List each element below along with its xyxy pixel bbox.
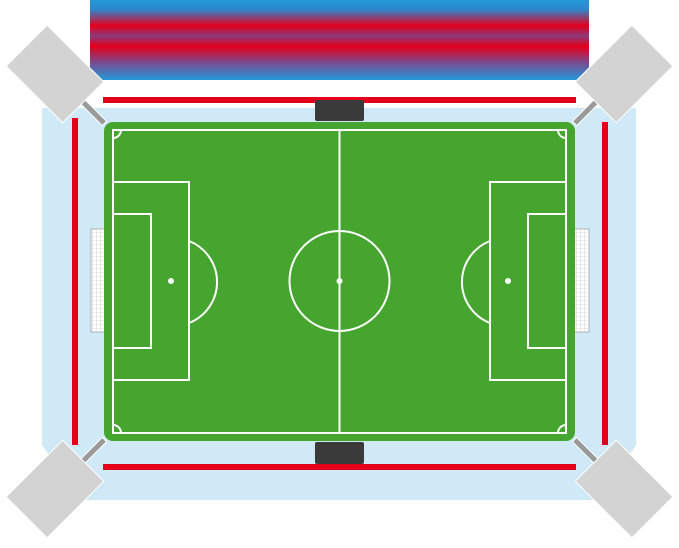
floodlight-top-right (571, 24, 674, 127)
floodlight-bottom-right (571, 436, 674, 539)
corner-arc-top-left (112, 129, 122, 139)
penalty-spot-left (168, 278, 174, 284)
penalty-spot-right (505, 278, 511, 284)
floodlight-bottom-left (5, 436, 108, 539)
ad-board-right (602, 122, 608, 445)
goal-area-left (112, 213, 152, 349)
corner-arc-top-right (557, 129, 567, 139)
ad-board-bottom (103, 464, 576, 470)
centre-spot (336, 278, 343, 284)
corner-arc-bottom-right (557, 424, 567, 434)
dugout-bottom (315, 442, 364, 464)
penalty-arc-right (460, 240, 491, 324)
penalty-arc-left (188, 240, 219, 324)
pitch-markings (112, 129, 567, 434)
centre-circle (288, 230, 391, 332)
ad-board-left (72, 118, 78, 445)
goal-area-right (527, 213, 567, 349)
dugout-top (315, 100, 364, 121)
floodlight-top-left (5, 24, 108, 127)
striped-main-stand (90, 0, 589, 80)
corner-arc-bottom-left (112, 424, 122, 434)
